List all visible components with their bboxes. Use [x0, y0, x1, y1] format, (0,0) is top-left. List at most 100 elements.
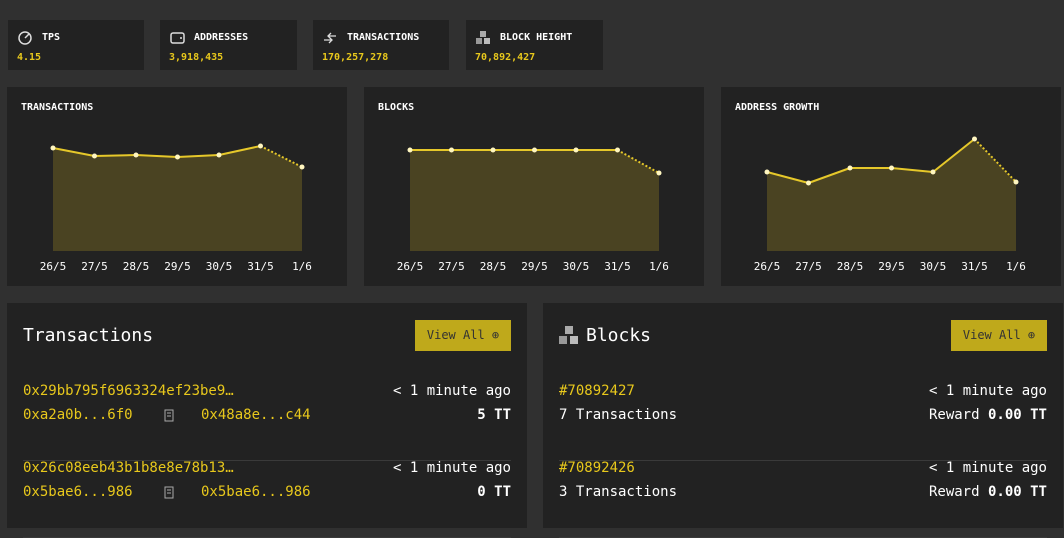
line-segment: [973, 138, 1017, 183]
point: [764, 169, 770, 175]
line-segment: [932, 138, 976, 173]
block-time: < 1 minute ago: [928, 383, 1047, 399]
chart-title: ADDRESS GROWTH: [735, 102, 820, 113]
stat-value: 70,892,427: [475, 52, 536, 63]
reward-label: Reward: [928, 484, 980, 500]
point: [216, 152, 222, 158]
point: [175, 154, 180, 160]
view-all-button[interactable]: View All ⊕: [415, 320, 511, 351]
button-label[interactable]: View All: [426, 328, 485, 342]
tx-from[interactable]: 0x5bae6...986a: [23, 484, 133, 500]
tx-from[interactable]: 0xa2a0b...6f07: [23, 407, 133, 423]
block-number[interactable]: #70892426: [559, 460, 635, 476]
tx-to[interactable]: 0x48a8e...c44b: [201, 407, 311, 423]
x-tick-label: 27/5: [81, 260, 108, 273]
tx-amount: 0 TT: [477, 484, 511, 500]
line-segment: [766, 171, 809, 184]
stat-label: TRANSACTIONS: [347, 32, 420, 43]
area: [53, 146, 302, 251]
chart-panel: BLOCKS 26/5 27/5 28/5 29/5 30/5 31/5 1/6: [364, 87, 704, 286]
icon: [164, 486, 174, 499]
icon: [164, 409, 174, 422]
x-tick-label: 1/6: [1006, 260, 1026, 273]
block-tx-count: 3 Transactions: [559, 484, 678, 500]
tx-row: 0x29bb795f6963324ef23be9… < 1 minute ago…: [23, 383, 511, 461]
point: [656, 170, 662, 176]
chart-panel: ADDRESS GROWTH 26/5 27/5 28/5 29/5 30/5 31/5 1…: [721, 87, 1061, 286]
x-tick-label: 28/5: [123, 260, 150, 273]
stat-value: 4.15: [17, 52, 42, 63]
point: [490, 147, 496, 153]
line-segment: [94, 154, 137, 157]
chart-title: BLOCKS: [378, 102, 415, 113]
view-all-button[interactable]: View All ⊕: [951, 320, 1047, 351]
stat-card: TRANSACTIONS 170,257,278: [313, 20, 449, 70]
stat-value: 170,257,278: [322, 52, 389, 63]
tx-hash[interactable]: 0x29bb795f6963324ef23be9…: [23, 383, 234, 399]
chart-title: TRANSACTIONS: [21, 102, 94, 113]
reward-value: 0.00 TT: [987, 407, 1047, 423]
icon: [476, 31, 490, 44]
stat-card: ADDRESSES 3,918,435: [160, 20, 297, 70]
x-tick-label: 30/5: [563, 260, 590, 273]
x-tick-label: 27/5: [438, 260, 465, 273]
line-segment: [135, 154, 178, 158]
stat-label: BLOCK HEIGHT: [500, 32, 573, 43]
block-row: #70892427 < 1 minute ago 7 Transactions …: [559, 383, 1047, 461]
tx-time: < 1 minute ago: [392, 383, 511, 399]
x-tick-label: 31/5: [604, 260, 631, 273]
chart: 26/5 27/5 28/5 29/5 30/5 31/5 1/6: [397, 147, 669, 273]
point: [532, 147, 537, 153]
tx-hash[interactable]: 0x26c08eeb43b1b8e8e78b13…: [23, 460, 234, 476]
reward-value: 0.00 TT: [987, 484, 1047, 500]
point: [615, 147, 620, 153]
tx-to[interactable]: 0x5bae6...986a: [201, 484, 311, 500]
point: [573, 147, 579, 153]
line-segment: [52, 147, 95, 157]
area: [767, 139, 1016, 251]
x-tick-label: 29/5: [521, 260, 548, 273]
tx-amount: 5 TT: [477, 407, 511, 423]
point: [50, 145, 56, 151]
line-segment: [808, 167, 851, 184]
point: [847, 165, 853, 171]
stat-label: ADDRESSES: [194, 32, 249, 43]
point: [889, 165, 894, 171]
point: [930, 169, 936, 175]
area: [410, 150, 659, 251]
x-tick-label: 26/5: [40, 260, 67, 273]
x-tick-label: 29/5: [878, 260, 905, 273]
tx-time: < 1 minute ago: [392, 460, 511, 476]
stat-card: TPS 4.15: [8, 20, 144, 70]
line-segment: [177, 154, 220, 158]
chart: 26/5 27/5 28/5 29/5 30/5 31/5 1/6: [40, 143, 312, 273]
icon: [170, 32, 185, 44]
x-tick-label: 30/5: [206, 260, 233, 273]
x-tick-label: 29/5: [164, 260, 191, 273]
point: [449, 147, 454, 153]
panel-title: Blocks: [586, 325, 652, 346]
block-row: #70892426 < 1 minute ago 3 Transactions …: [559, 460, 1047, 538]
icon: [18, 31, 32, 45]
block-time: < 1 minute ago: [928, 460, 1047, 476]
point: [407, 147, 413, 153]
x-tick-label: 26/5: [754, 260, 781, 273]
line-segment: [218, 145, 261, 156]
x-tick-label: 27/5: [795, 260, 822, 273]
block-tx-count: 7 Transactions: [559, 407, 678, 423]
block-reward: Reward 0.00 TT: [929, 407, 1047, 423]
x-tick-label: 31/5: [247, 260, 274, 273]
button-label[interactable]: View All: [962, 328, 1021, 342]
transactions-panel: Transactions View All ⊕ 0x29bb795f696332…: [7, 303, 527, 538]
icon: [324, 32, 336, 44]
block-number[interactable]: #70892427: [559, 383, 635, 399]
reward-label: Reward: [928, 407, 980, 423]
x-tick-label: 30/5: [920, 260, 947, 273]
x-tick-label: 28/5: [837, 260, 864, 273]
x-tick-label: 26/5: [397, 260, 424, 273]
point: [92, 153, 97, 159]
chart-panel: TRANSACTIONS 26/5 27/5 28/5 29/5 30/5 31/5 1/6: [7, 87, 347, 286]
x-tick-label: 1/6: [649, 260, 669, 273]
point: [258, 143, 263, 149]
